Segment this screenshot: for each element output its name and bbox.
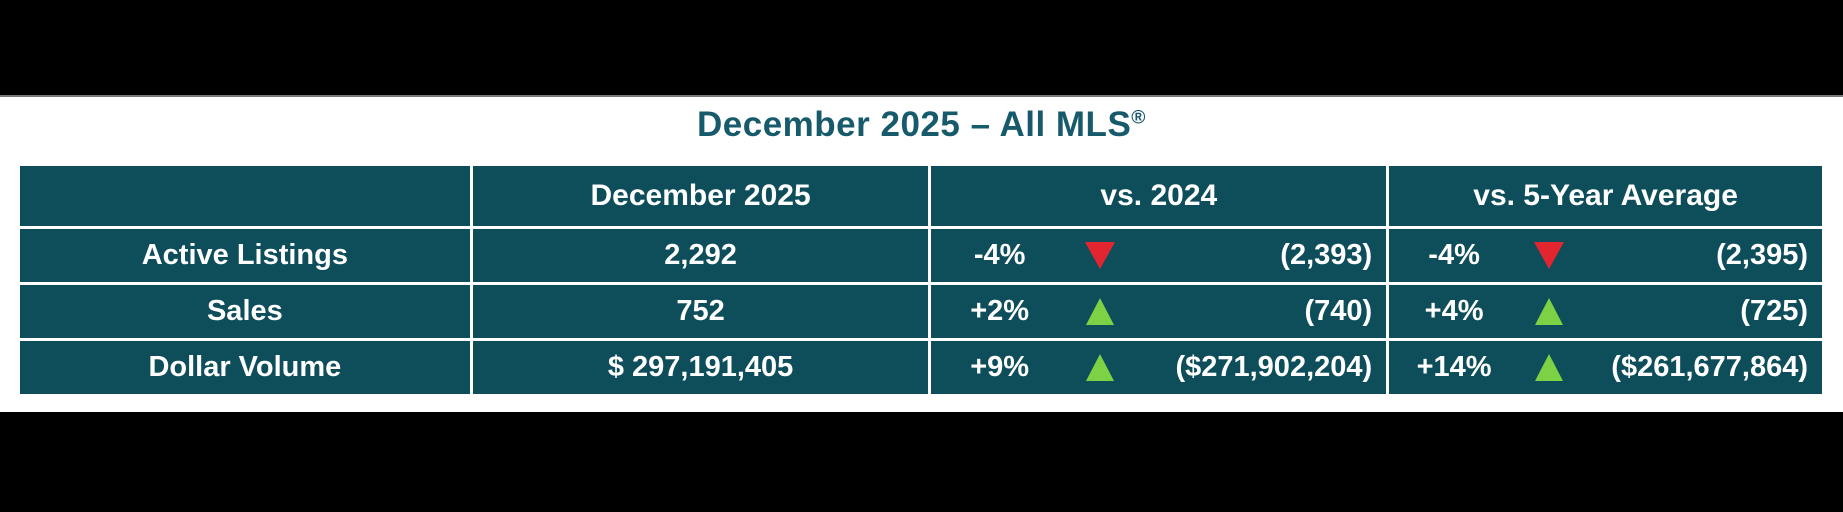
pct-change: +9% [970,351,1030,383]
trend-down-icon [1084,242,1115,269]
dollar-volume-vs-2024-cell: +9% ($271,902,204) [931,341,1387,394]
trend-down-icon [1534,242,1565,269]
comparison-value: (2,393) [1280,239,1373,271]
header-cell-blank [20,166,470,226]
active-listings-vs-5yr-cell: -4% (2,395) [1389,229,1822,282]
trend-icon-wrap [1519,242,1580,269]
trend-icon-wrap [1068,242,1132,269]
row-label-dollar-volume: Dollar Volume [20,341,470,394]
header-cell-current-month: December 2025 [472,166,929,226]
comparison-value: (740) [1304,295,1373,327]
trend-icon-wrap [1068,298,1132,325]
report-content-band: December 2025 – All MLS® December 2025 v… [0,97,1843,412]
trend-up-icon [1085,298,1114,325]
dollar-volume-current-value: $ 297,191,405 [472,341,929,394]
trend-up-icon [1535,354,1564,381]
pct-change: +14% [1416,351,1492,383]
header-cell-vs-2024: vs. 2024 [931,166,1387,226]
comparison-value: (2,395) [1716,239,1808,271]
comparison-value: (725) [1740,295,1808,327]
active-listings-current-value: 2,292 [472,229,929,282]
pct-change: -4% [973,239,1026,271]
comparison-value: ($261,677,864) [1611,351,1808,383]
trend-icon-wrap [1519,298,1580,325]
trend-icon-wrap [1068,354,1132,381]
trend-up-icon [1085,354,1114,381]
page-title: December 2025 – All MLS® [0,97,1843,145]
dollar-volume-vs-5yr-cell: +14% ($261,677,864) [1389,341,1822,394]
comparison-value: ($271,902,204) [1175,351,1373,383]
pct-change: +4% [1424,295,1484,327]
trend-up-icon [1535,298,1564,325]
sales-vs-2024-cell: +2% (740) [931,285,1387,338]
mls-stats-table: December 2025 vs. 2024 vs. 5-Year Averag… [20,166,1822,394]
header-cell-vs-5yr: vs. 5-Year Average [1389,166,1822,226]
trend-icon-wrap [1519,354,1580,381]
pct-change: -4% [1428,239,1480,271]
registered-trademark-symbol: ® [1131,107,1146,129]
sales-current-value: 752 [472,285,929,338]
row-label-sales: Sales [20,285,470,338]
row-label-active-listings: Active Listings [20,229,470,282]
pct-change: +2% [970,295,1030,327]
top-letterbox-bar [0,0,1843,97]
sales-vs-5yr-cell: +4% (725) [1389,285,1822,338]
bottom-letterbox-bar [0,412,1843,512]
active-listings-vs-2024-cell: -4% (2,393) [931,229,1387,282]
page-title-text: December 2025 – All MLS [697,105,1132,144]
